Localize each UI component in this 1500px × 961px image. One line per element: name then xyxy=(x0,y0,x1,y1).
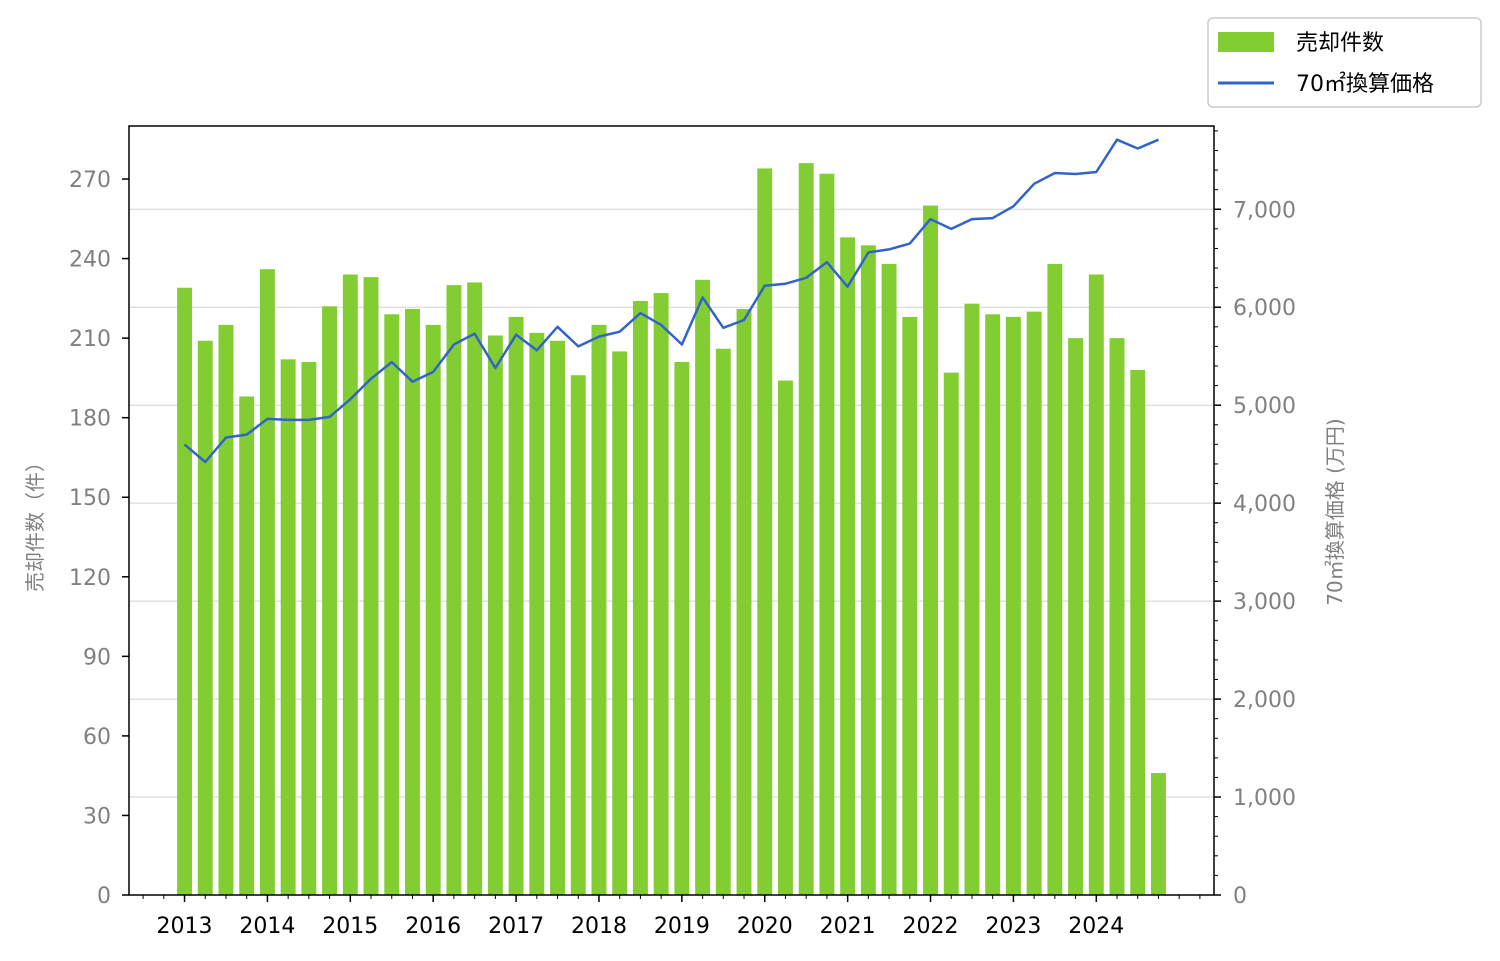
x-tick-label: 2017 xyxy=(488,914,544,939)
bar-series xyxy=(177,163,1166,896)
bar xyxy=(1130,369,1146,895)
line-series xyxy=(183,138,1159,464)
bar xyxy=(674,362,690,896)
bar xyxy=(612,351,628,895)
left-tick-label: 30 xyxy=(83,804,111,829)
bar xyxy=(757,168,773,895)
right-axis-label: 70㎡換算価格 (万円) xyxy=(1323,418,1347,605)
right-tick-label: 7,000 xyxy=(1233,198,1296,223)
bar xyxy=(405,308,420,895)
bar xyxy=(964,303,980,895)
x-tick-label: 2014 xyxy=(239,914,295,939)
bar xyxy=(342,274,358,895)
legend-box xyxy=(1207,17,1482,108)
bar xyxy=(177,287,192,896)
bar xyxy=(529,332,545,895)
bar xyxy=(860,245,876,896)
bar xyxy=(1047,263,1063,895)
bar xyxy=(487,335,503,895)
left-axis: 0 30 60 90 120 150 180 210 240 270 xyxy=(69,168,129,909)
bar xyxy=(1068,338,1084,895)
bar xyxy=(840,237,856,895)
right-tick-label: 6,000 xyxy=(1233,296,1296,321)
bar xyxy=(819,173,835,896)
bar xyxy=(798,163,814,895)
bar xyxy=(1151,773,1166,895)
bar xyxy=(259,269,275,895)
bar xyxy=(239,396,255,895)
bar xyxy=(923,205,938,895)
bar xyxy=(467,282,483,895)
bar xyxy=(446,285,462,895)
bar xyxy=(363,277,379,895)
bar xyxy=(197,340,213,895)
bar xyxy=(1088,274,1104,895)
left-tick-label: 270 xyxy=(69,168,111,193)
bar xyxy=(736,308,752,895)
bar xyxy=(1026,311,1042,895)
x-tick-label: 2020 xyxy=(737,914,793,939)
x-tick-label: 2021 xyxy=(820,914,876,939)
left-tick-label: 210 xyxy=(69,327,111,352)
x-tick-label: 2013 xyxy=(157,914,213,939)
bar xyxy=(591,324,607,896)
right-tick-label: 2,000 xyxy=(1233,688,1296,713)
bar xyxy=(778,380,793,895)
bar xyxy=(902,316,918,895)
bar xyxy=(881,263,897,895)
left-tick-label: 120 xyxy=(69,566,111,591)
right-tick-label: 4,000 xyxy=(1233,492,1296,517)
right-axis: 0 1,000 2,000 3,000 4,000 5,000 6,000 7,000 xyxy=(1214,130,1296,909)
legend: 売却件数 70㎡換算価格 xyxy=(1207,17,1482,108)
bar xyxy=(218,324,234,896)
bar xyxy=(695,279,711,895)
x-tick-label: 2018 xyxy=(571,914,627,939)
x-tick-label: 2022 xyxy=(903,914,959,939)
bar xyxy=(508,316,524,895)
left-tick-label: 90 xyxy=(83,645,111,670)
x-tick-label: 2015 xyxy=(322,914,378,939)
x-tick-label: 2024 xyxy=(1068,914,1124,939)
bar xyxy=(570,375,586,895)
bar xyxy=(943,372,959,895)
bar xyxy=(632,301,648,895)
legend-label-line: 70㎡換算価格 xyxy=(1296,71,1434,97)
right-tick-label: 3,000 xyxy=(1233,590,1296,615)
bar xyxy=(1109,338,1125,895)
x-tick-label: 2016 xyxy=(405,914,461,939)
bar xyxy=(653,293,669,896)
bar xyxy=(384,314,400,895)
bar xyxy=(425,324,441,896)
x-axis: 2013 2014 2015 2016 2017 2018 2019 2020 2021 2022… xyxy=(142,895,1201,939)
bar xyxy=(1005,316,1021,895)
bar xyxy=(715,348,731,895)
left-axis-label: 売却件数（件） xyxy=(23,452,47,592)
left-tick-label: 180 xyxy=(69,407,111,432)
right-tick-label: 5,000 xyxy=(1233,394,1296,419)
plot-frame xyxy=(128,125,1215,896)
x-tick-label: 2023 xyxy=(985,914,1041,939)
price-line xyxy=(183,138,1159,464)
right-tick-label: 1,000 xyxy=(1233,786,1296,811)
bar xyxy=(322,306,338,895)
legend-swatch-bar xyxy=(1218,32,1274,52)
right-tick-label: 0 xyxy=(1233,884,1247,909)
left-tick-label: 240 xyxy=(69,248,111,273)
bar xyxy=(985,314,1001,895)
bar xyxy=(550,340,565,895)
left-tick-label: 60 xyxy=(83,725,111,750)
bar xyxy=(301,362,317,896)
left-tick-label: 0 xyxy=(97,884,111,909)
x-tick-label: 2019 xyxy=(654,914,710,939)
legend-label-bar: 売却件数 xyxy=(1296,31,1384,56)
left-tick-label: 150 xyxy=(69,486,111,511)
bar xyxy=(280,359,296,896)
